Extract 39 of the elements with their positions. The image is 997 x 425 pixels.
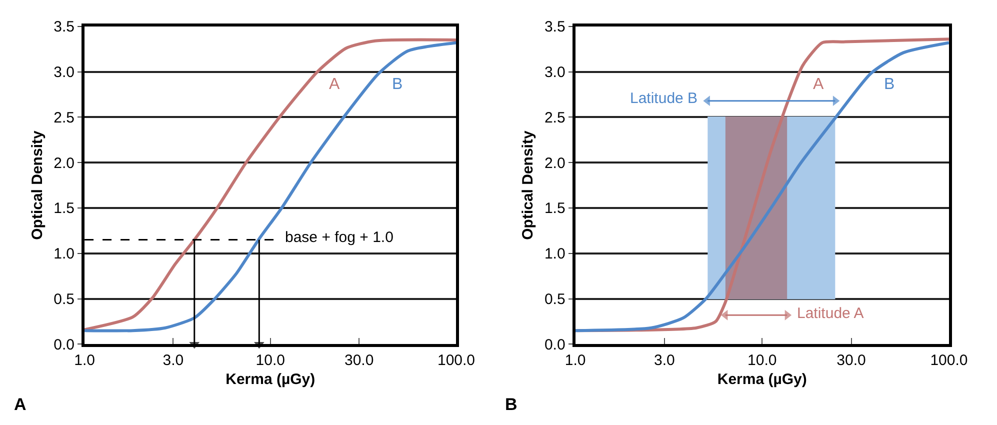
x-axis-title: Kerma (µGy) [226,371,316,388]
y-tick-label: 1.5 [544,200,566,218]
y-axis-title: Optical Density [520,130,537,240]
y-tick-label: 0.5 [54,291,75,308]
y-tick-label: 3.5 [54,18,75,36]
y-tick-label: 0.5 [544,291,566,308]
y-tick-label: 3.0 [54,64,75,82]
x-tick-label: 3.0 [654,352,675,370]
y-axis-title: Optical Density [28,130,46,240]
y-tick-label: 1.0 [544,246,566,263]
y-tick-label: 2.0 [54,154,75,172]
y-tick-label: 3.5 [544,18,566,36]
y-tick-label: 1.5 [54,200,75,218]
y-tick-label: 3.0 [544,64,566,82]
y-tick-label: 2.5 [544,109,566,126]
x-tick-label: 30.0 [836,352,866,370]
x-tick-label: 100.0 [930,352,968,370]
x-tick-label: 1.0 [564,352,586,370]
annotation: Latitude A [797,305,864,322]
y-tick-label: 0.0 [544,336,566,354]
x-tick-label: 100.0 [437,352,476,370]
x-tick-label: 3.0 [162,352,184,370]
x-axis-title: Kerma (µGy) [717,371,807,388]
annotation: base + fog + 1.0 [285,229,394,246]
x-tick-label: 10.0 [748,352,777,370]
x-tick-label: 1.0 [74,352,95,370]
series-label: B [884,76,895,93]
annotation: Latitude B [630,90,698,107]
x-tick-label: 30.0 [344,352,374,370]
y-tick-label: 2.0 [544,154,566,172]
y-tick-label: 2.5 [54,109,75,126]
y-tick-label: 0.0 [54,336,75,354]
text: A [14,395,26,414]
x-tick-label: 10.0 [256,352,285,370]
series-label: A [813,76,824,93]
y-tick-label: 1.0 [54,246,75,263]
series-label: B [392,76,403,93]
series-label: A [329,76,340,93]
text: B [505,395,518,414]
